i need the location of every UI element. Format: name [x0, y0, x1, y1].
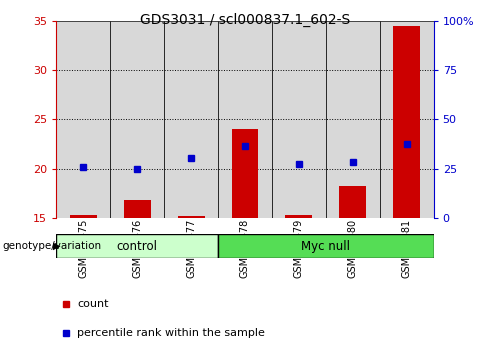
Bar — [326, 21, 380, 218]
Bar — [70, 215, 97, 218]
Text: percentile rank within the sample: percentile rank within the sample — [77, 328, 265, 338]
Bar — [393, 26, 420, 218]
Text: control: control — [117, 240, 158, 252]
Bar — [231, 129, 258, 218]
Text: ▶: ▶ — [53, 241, 60, 251]
FancyBboxPatch shape — [218, 234, 434, 258]
Bar — [177, 216, 204, 218]
Bar — [56, 21, 110, 218]
Bar — [218, 21, 272, 218]
Text: GDS3031 / scl000837.1_602-S: GDS3031 / scl000837.1_602-S — [140, 12, 350, 27]
Bar — [110, 21, 164, 218]
Bar — [164, 21, 218, 218]
Bar — [285, 215, 312, 218]
Bar — [123, 200, 151, 218]
Bar — [339, 186, 366, 218]
Text: count: count — [77, 299, 109, 309]
FancyBboxPatch shape — [56, 234, 218, 258]
Text: genotype/variation: genotype/variation — [2, 241, 101, 251]
Text: Myc null: Myc null — [301, 240, 350, 252]
Bar — [272, 21, 326, 218]
Bar — [380, 21, 434, 218]
